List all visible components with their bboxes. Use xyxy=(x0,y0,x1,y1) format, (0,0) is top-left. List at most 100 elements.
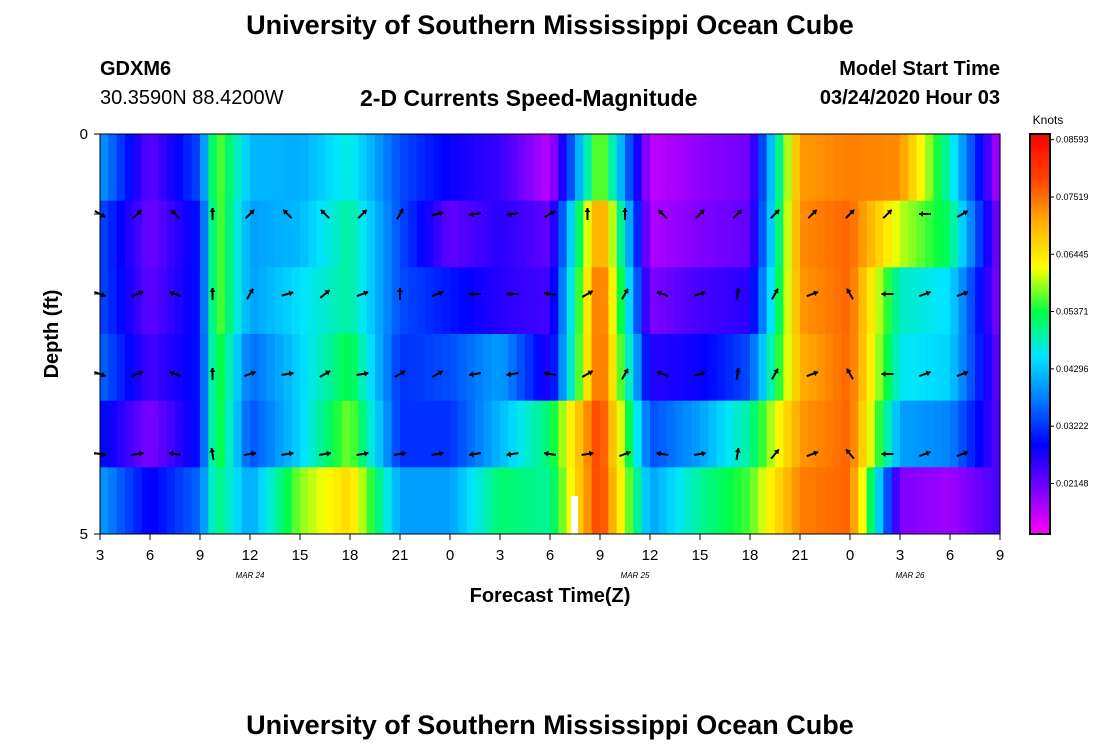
heatmap-cell xyxy=(716,400,726,468)
heatmap-cell xyxy=(316,200,326,268)
heatmap-cell xyxy=(933,334,943,402)
current-vector-arrow xyxy=(882,209,893,219)
heatmap-cell xyxy=(833,134,843,202)
heatmap-cell xyxy=(525,334,534,402)
heatmap-cell xyxy=(441,134,451,202)
heatmap-cell xyxy=(900,334,909,402)
heatmap-cell xyxy=(683,134,693,202)
heatmap-cell xyxy=(675,134,684,202)
model-start-label: Model Start Time xyxy=(839,58,1000,80)
heatmap-cell xyxy=(266,134,276,202)
heatmap-cell xyxy=(391,334,401,402)
heatmap-cell xyxy=(491,467,501,535)
heatmap-cell xyxy=(750,334,759,402)
heatmap-cell xyxy=(408,400,418,468)
heatmap-cell xyxy=(800,134,809,202)
heatmap-cell xyxy=(350,334,359,402)
x-tick-label: 15 xyxy=(692,547,709,564)
heatmap-cell xyxy=(566,200,576,268)
heatmap-cell xyxy=(616,200,626,268)
heatmap-cell xyxy=(400,467,409,535)
current-vector-arrow xyxy=(132,209,143,219)
heatmap-cell xyxy=(933,400,943,468)
heatmap-cell xyxy=(100,400,109,468)
heatmap-cell xyxy=(600,200,609,268)
heatmap-cell xyxy=(475,134,484,202)
heatmap-cell xyxy=(883,200,893,268)
heatmap-cell xyxy=(866,334,876,402)
heatmap-cell xyxy=(366,467,376,535)
station-id: GDXM6 xyxy=(100,58,172,80)
heatmap-cell xyxy=(291,334,301,402)
heatmap-cell xyxy=(991,400,1001,468)
heatmap-cell xyxy=(550,267,559,335)
heatmap-cell xyxy=(625,134,634,202)
heatmap-cell xyxy=(308,267,318,335)
heatmap-cell xyxy=(658,200,668,268)
heatmap-cell xyxy=(100,134,109,202)
heatmap-cell xyxy=(516,400,526,468)
heatmap-cell xyxy=(925,334,934,402)
heatmap-cell xyxy=(533,134,543,202)
colorbar-tick-label: 0.05371 xyxy=(1056,307,1089,317)
heatmap-cell xyxy=(908,400,918,468)
heatmap-cell xyxy=(941,467,951,535)
heatmap-cell xyxy=(191,267,201,335)
heatmap-cell xyxy=(625,267,634,335)
x-tick-label: 3 xyxy=(96,547,104,564)
heatmap-cell xyxy=(225,467,234,535)
heatmap-cell xyxy=(891,400,901,468)
heatmap-cell xyxy=(525,134,534,202)
heatmap-cell xyxy=(766,267,776,335)
heatmap-cell xyxy=(183,267,193,335)
heatmap-cell xyxy=(775,267,784,335)
heatmap-cell xyxy=(941,200,951,268)
heatmap-cell xyxy=(541,134,551,202)
heatmap-cell xyxy=(533,267,543,335)
heatmap-cell xyxy=(975,134,984,202)
heatmap-cell xyxy=(916,200,926,268)
heatmap-cell xyxy=(283,467,293,535)
current-vector-arrow xyxy=(656,450,669,457)
heatmap-cell xyxy=(216,400,226,468)
heatmap-cell xyxy=(383,200,393,268)
heatmap-cell xyxy=(666,200,676,268)
heatmap-cell xyxy=(400,400,409,468)
heatmap-cell xyxy=(258,200,268,268)
heatmap-cell xyxy=(283,200,293,268)
colorbar xyxy=(1029,133,1051,535)
heatmap-cell xyxy=(925,267,934,335)
heatmap-cell xyxy=(266,200,276,268)
current-vector-arrow xyxy=(468,451,482,458)
heatmap-cell xyxy=(391,267,401,335)
heatmap-cell xyxy=(625,400,634,468)
heatmap-cell xyxy=(441,467,451,535)
heatmap-cell xyxy=(475,400,484,468)
current-vector-arrow xyxy=(881,291,894,297)
heatmap-cell xyxy=(991,200,1001,268)
heatmap-cell xyxy=(516,200,526,268)
current-vector-arrow xyxy=(431,290,444,298)
x-tick-label: 6 xyxy=(546,547,554,564)
heatmap-cell xyxy=(516,267,526,335)
current-vector-arrow xyxy=(919,211,931,217)
heatmap-cell xyxy=(875,467,884,535)
heatmap-cell xyxy=(983,200,993,268)
heatmap-cell xyxy=(425,400,434,468)
heatmap-cell xyxy=(508,467,518,535)
current-vector-arrow xyxy=(319,289,331,299)
current-vector-arrow xyxy=(619,450,631,458)
heatmap-cell xyxy=(883,334,893,402)
heatmap-cell xyxy=(158,200,168,268)
heatmap-cell xyxy=(608,267,618,335)
heatmap-cell xyxy=(533,200,543,268)
heatmap-cell xyxy=(600,334,609,402)
current-vector-arrow xyxy=(845,209,855,219)
heatmap-cell xyxy=(358,200,368,268)
heatmap-cell xyxy=(241,200,251,268)
current-vector-arrow xyxy=(396,208,404,220)
heatmap-cell xyxy=(216,334,226,402)
current-vector-arrow xyxy=(281,450,294,457)
heatmap-cell xyxy=(841,267,851,335)
heatmap-cell xyxy=(758,267,768,335)
